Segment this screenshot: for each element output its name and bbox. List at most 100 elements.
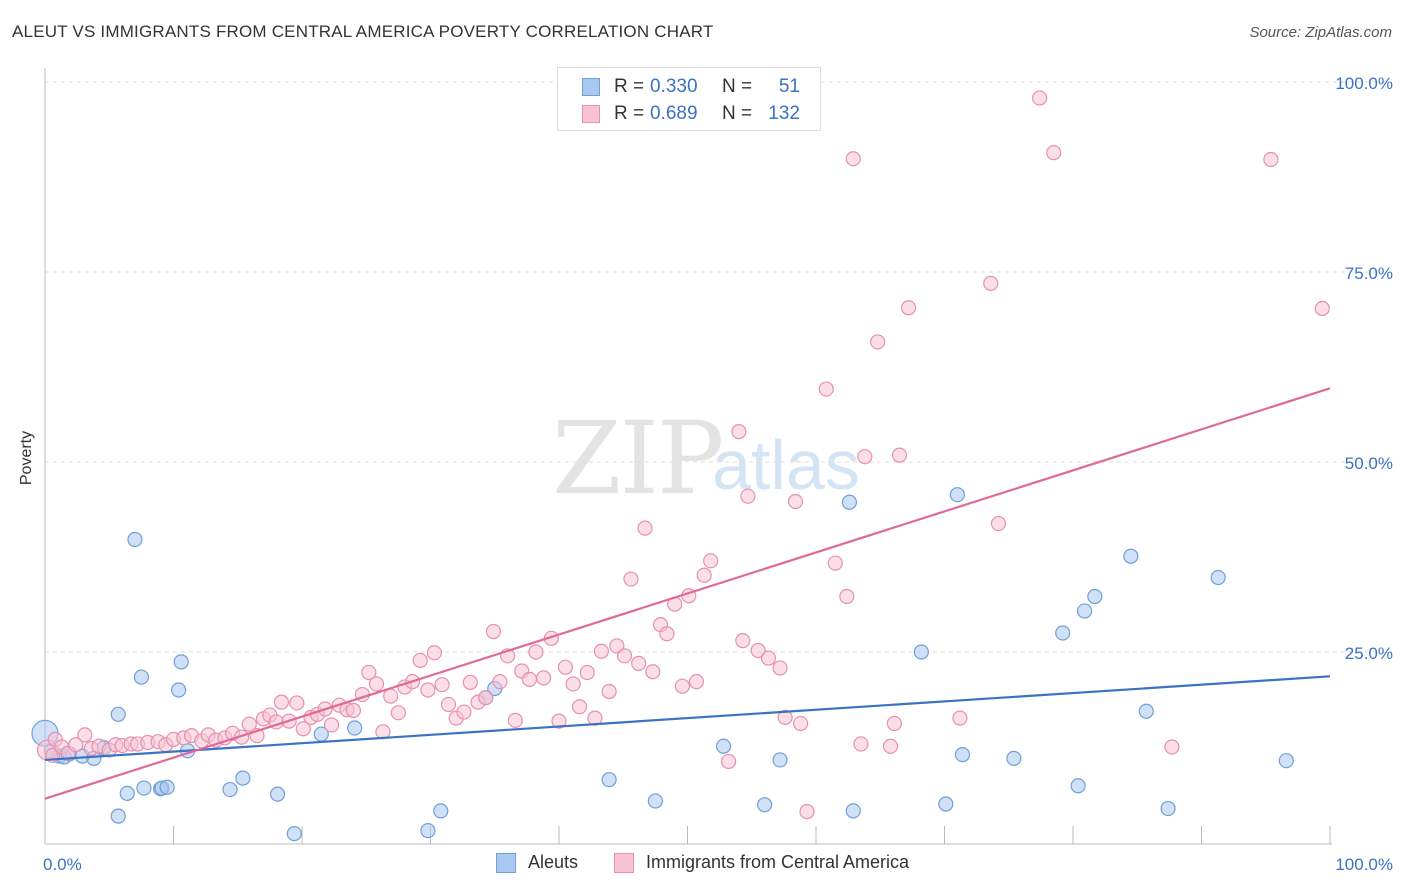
immigrant-point [241,716,257,732]
aleut-point [1138,703,1154,719]
legend-item-immigrants[interactable]: Immigrants from Central America [614,852,909,873]
aleut-point [420,822,436,839]
immigrant-point [420,682,436,698]
aleut-point [110,706,126,722]
immigrant-point [990,515,1007,532]
aleut-point [845,803,861,819]
immigrant-point [983,275,999,291]
immigrant-point [390,705,406,721]
immigrant-point [593,643,610,659]
immigrant-point [792,715,809,732]
immigrant-point [616,648,633,664]
immigrant-point [1314,300,1330,317]
immigrant-point [456,704,472,720]
immigrant-point [623,571,639,587]
chart-legend: Aleuts Immigrants from Central America [0,852,1406,878]
immigrant-point [703,553,719,569]
stats-swatch-immigrants [582,105,600,123]
aleut-point [347,720,363,736]
immigrant-point [1046,145,1062,161]
immigrant-point [361,664,377,681]
stats-n-label: N = [722,76,753,97]
aleut-point [133,669,149,685]
immigrant-point [426,645,442,661]
aleut-point [1278,753,1294,769]
immigrant-point [886,715,902,732]
immigrant-point [1164,739,1180,755]
stats-n-value: 132 [768,103,800,124]
immigrant-point [289,695,305,711]
immigrant-point [440,696,457,713]
immigrant-point [674,678,690,694]
legend-label-immigrants: Immigrants from Central America [646,852,910,872]
immigrant-point [659,626,675,642]
legend-item-aleuts[interactable]: Aleuts [496,852,578,873]
immigrant-point [827,555,843,571]
aleut-point [222,781,238,798]
aleut-point [235,770,251,786]
immigrant-point [609,638,625,654]
immigrant-point [721,753,737,770]
aleut-point [601,772,617,788]
immigrant-point [462,674,478,691]
aleut-point [136,780,152,796]
immigrant-point [601,683,617,700]
immigrant-trend-line [44,387,1331,800]
aleut-point [1055,625,1071,641]
aleut-point [110,808,126,824]
immigrant-point [507,712,523,729]
aleut-point [841,494,858,510]
immigrant-point [845,151,861,167]
aleut-point [173,654,189,670]
immigrant-point [571,699,588,715]
aleut-point [1210,569,1226,586]
aleut-trend-line [44,675,1331,762]
immigrant-point [557,659,574,675]
aleut-point [269,786,286,802]
immigrant-point [891,447,908,463]
immigrant-point [631,655,647,672]
stats-row-aleuts: R = 0.330 N = 51 [582,74,800,100]
immigrant-point [740,488,756,504]
immigrant-point [551,713,567,729]
immigrant-point [882,738,899,754]
immigrant-point [412,652,428,668]
x-tick-label: 100.0% [1335,855,1393,874]
aleut-point [938,796,954,812]
watermark-atlas: atlas [712,426,860,504]
immigrant-point [485,623,502,640]
stats-r-value: 0.330 [650,76,698,97]
immigrant-point [645,664,661,680]
immigrant-point [787,493,804,510]
aleut-point [119,785,135,801]
immigrant-point [492,674,508,690]
watermark-zip: ZIP [552,400,724,517]
aleut-point [433,803,449,819]
immigrant-point [772,660,788,676]
immigrant-point [853,736,869,752]
aleut-point [1006,750,1022,767]
stats-r-label: R = [614,103,645,124]
immigrant-point [870,334,886,350]
aleut-point [913,644,929,660]
y-tick-label: 100.0% [1335,74,1393,93]
immigrant-point [368,676,385,692]
immigrant-point [273,694,290,710]
immigrant-point [535,670,552,686]
aleut-point [171,682,187,698]
aleut-point [127,531,143,548]
immigrant-point [750,642,766,659]
legend-label-aleuts: Aleuts [528,852,579,872]
aleut-point [1160,800,1176,817]
immigrant-point [688,674,705,690]
aleut-point [756,797,773,813]
stats-n-value: 51 [778,76,800,97]
immigrant-point [777,709,793,725]
chart-source: Source: ZipAtlas.com [1249,24,1392,41]
immigrant-point [383,688,399,704]
immigrant-point [478,689,494,706]
aleut-point [1076,603,1093,619]
immigrant-point [731,424,747,440]
immigrant-point [295,721,311,737]
